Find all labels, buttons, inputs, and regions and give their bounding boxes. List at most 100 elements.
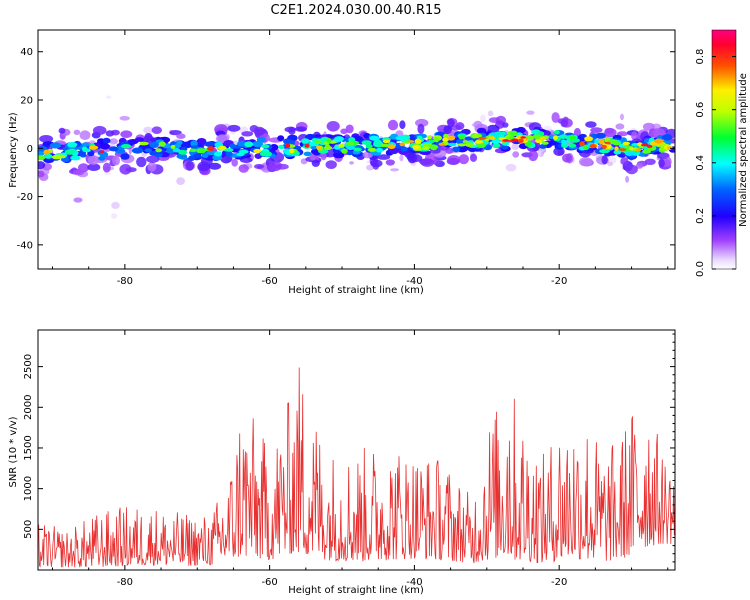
spectrogram-band-blob	[190, 140, 198, 147]
spectrogram-band-blob	[539, 136, 547, 140]
spectrogram-halo-blob	[399, 120, 406, 130]
spectrogram-halo-blob	[253, 126, 266, 136]
spectrogram-band-blob	[488, 136, 496, 141]
spectrogram-band-blob	[239, 149, 249, 154]
spectrogram-halo-blob	[311, 159, 320, 167]
spectrogram-halo-blob	[385, 159, 395, 166]
spectrogram-ticks: -80 -60 -40 -20 -40 -20 0 20 40	[17, 30, 675, 287]
spectrogram-halo-blob	[241, 131, 254, 137]
spectrogram-noise-blob	[487, 110, 494, 117]
spectrogram-ylabel: Frequency (Hz)	[8, 112, 19, 188]
spectrogram-halo-blob	[557, 150, 564, 156]
spectrogram-band-blob	[134, 137, 145, 142]
spectrogram-band-blob	[369, 135, 380, 141]
spectrogram-band-blob	[511, 138, 519, 142]
spectrogram-noise-blob	[625, 175, 630, 183]
spectrogram-band-blob	[196, 148, 207, 154]
spectrogram-halo-blob	[420, 158, 434, 167]
spectrogram-band-blob	[196, 138, 207, 145]
spectrogram-band-blob	[474, 140, 484, 144]
spectrogram-xtick-label: -40	[406, 276, 422, 287]
spectrogram-halo-blob	[486, 124, 500, 133]
spectrogram-halo-blob	[644, 158, 656, 165]
spectrogram-noise-blob	[390, 168, 400, 172]
spectrogram-noise-blob	[119, 116, 130, 121]
spectrogram-band-blob	[56, 154, 66, 159]
spectrogram-marks	[38, 95, 675, 219]
spectrogram-halo-blob	[87, 163, 101, 171]
spectrogram-band-blob	[414, 138, 422, 144]
spectrogram-halo-blob	[415, 118, 429, 127]
spectrogram-band-blob	[236, 152, 245, 157]
spectrogram-band-blob	[476, 143, 486, 148]
spectrogram-band-blob	[217, 145, 227, 151]
spectrogram-noise-blob	[73, 129, 81, 135]
spectrogram-frame	[37, 29, 676, 270]
spectrogram-ytick-label: 40	[20, 47, 33, 58]
spectrogram-band-blob	[646, 145, 653, 149]
spectrogram-halo-blob	[72, 169, 85, 176]
spectrogram-halo-blob	[432, 159, 440, 165]
spectrogram-band-blob	[108, 146, 119, 152]
colorbar-tick-label: 0.6	[695, 102, 706, 118]
spectrogram-band-blob	[476, 127, 487, 135]
spectrogram-band-blob	[149, 151, 159, 156]
spectrogram-band-blob	[277, 135, 285, 142]
spectrogram-halo-blob	[227, 124, 241, 132]
spectrogram-band-blob	[561, 139, 567, 145]
spectrogram-band-blob	[642, 149, 651, 154]
spectrogram-halo-blob	[119, 164, 132, 175]
spectrogram-halo-blob	[620, 157, 629, 166]
spectrogram-band-blob	[120, 153, 130, 160]
snr-xtick-label: -20	[551, 577, 567, 588]
spectrogram-xtick-label: -60	[261, 276, 277, 287]
spectrogram-halo-blob	[443, 125, 452, 135]
spectrogram-halo-blob	[447, 118, 455, 128]
spectrogram-xtick-label: -80	[117, 276, 133, 287]
spectrogram-band-blob	[207, 146, 215, 152]
spectrogram-noise-blob	[109, 138, 118, 145]
spectrogram-band-blob	[102, 137, 111, 144]
spectrogram-band-blob	[387, 144, 396, 150]
spectrogram-noise-blob	[615, 123, 625, 130]
spectrogram-band-blob	[121, 144, 132, 149]
spectrogram-halo-blob	[208, 162, 222, 170]
snr-ytick-label: 2000	[23, 395, 34, 420]
spectrogram-band-blob	[589, 144, 597, 149]
snr-xtick-label: -60	[261, 577, 277, 588]
spectrogram-noise-blob	[526, 110, 535, 115]
spectrogram-halo-blob	[136, 156, 147, 168]
spectrogram-band-blob	[520, 136, 526, 139]
spectrogram-band-blob	[170, 144, 176, 149]
spectrogram-halo-blob	[370, 159, 383, 168]
spectrogram-band-blob	[158, 141, 166, 147]
spectrogram-band-blob	[666, 145, 672, 151]
snr-ylabel: SNR (10 * v/v)	[8, 416, 19, 487]
spectrogram-noise-blob	[106, 95, 112, 99]
spectrogram-halo-blob	[585, 121, 597, 128]
spectrogram-noise-blob	[399, 154, 404, 162]
snr-ytick-label: 1000	[23, 476, 34, 501]
spectrogram-band-blob	[341, 148, 348, 154]
spectrogram-halo-blob	[601, 155, 608, 165]
spectrogram-halo-blob	[275, 163, 289, 170]
spectrogram-band-blob	[278, 144, 285, 150]
spectrogram-band-blob	[539, 144, 547, 149]
spectrogram-noise-blob	[111, 201, 120, 209]
spectrogram-band-blob	[178, 149, 188, 155]
spectrogram-band-blob	[382, 139, 391, 144]
spectrogram-band-blob	[569, 134, 576, 140]
snr-xtick-label: -80	[117, 577, 133, 588]
spectrogram-band-blob	[389, 147, 399, 155]
spectrogram-halo-blob	[231, 158, 238, 167]
spectrogram-halo-blob	[254, 164, 264, 169]
snr-xtick-label: -40	[406, 577, 422, 588]
spectrogram-band-blob	[67, 148, 77, 154]
spectrogram-halo-blob	[635, 163, 644, 169]
spectrogram-band-blob	[635, 148, 642, 152]
spectrogram-band-blob	[426, 135, 432, 140]
spectrogram-halo-blob	[92, 125, 107, 135]
spectrogram-band-blob	[502, 139, 510, 142]
colorbar-tick-label: 0.0	[695, 261, 706, 277]
